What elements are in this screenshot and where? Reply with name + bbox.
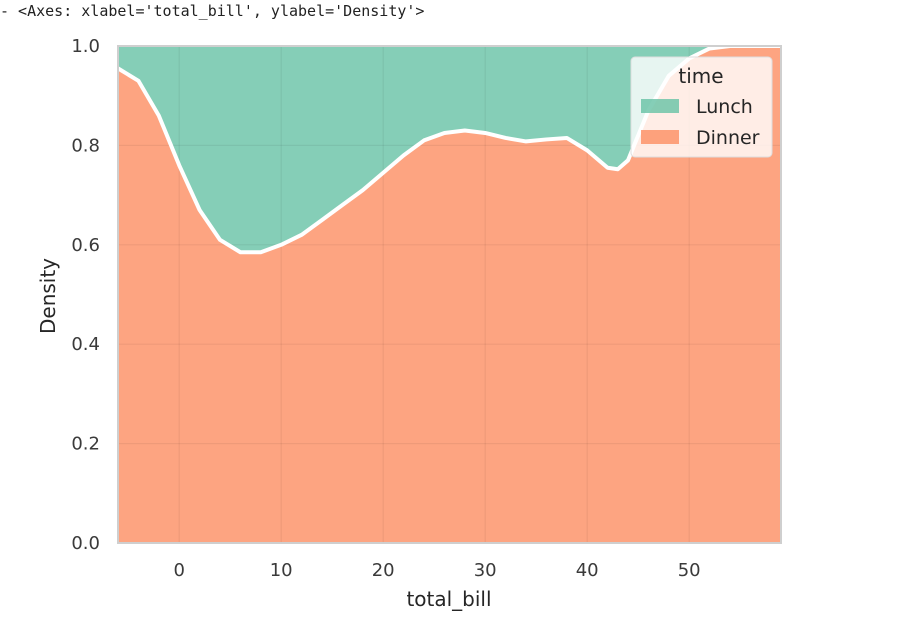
y-tick-labels: 0.0 0.2 0.4 0.6 0.8 1.0 xyxy=(71,36,100,554)
legend-swatch-lunch xyxy=(641,99,679,113)
legend: time Lunch Dinner xyxy=(630,56,773,158)
y-tick-label: 0.6 xyxy=(71,235,100,256)
x-tick-label: 10 xyxy=(270,560,293,581)
x-tick-label: 20 xyxy=(372,560,395,581)
legend-label-dinner: Dinner xyxy=(696,127,760,149)
y-tick-label: 0.0 xyxy=(71,533,100,554)
plot-frame xyxy=(117,45,782,544)
y-tick-label: 1.0 xyxy=(71,36,100,57)
y-tick-label: 0.4 xyxy=(71,334,100,355)
x-tick-labels: 0 10 20 30 40 50 xyxy=(173,560,700,581)
y-axis-label: Density xyxy=(36,258,60,334)
legend-swatch-dinner xyxy=(641,130,679,144)
legend-label-lunch: Lunch xyxy=(696,96,753,118)
y-tick-label: 0.8 xyxy=(71,135,100,156)
legend-title: time xyxy=(678,64,723,88)
x-tick-label: 50 xyxy=(678,560,701,581)
lunch-area xyxy=(118,46,781,253)
x-tick-label: 30 xyxy=(474,560,497,581)
x-tick-label: 0 xyxy=(173,560,184,581)
cell-output-text: - <Axes: xlabel='total_bill', ylabel='De… xyxy=(0,2,425,20)
x-tick-label: 40 xyxy=(576,560,599,581)
x-axis-label: total_bill xyxy=(406,587,491,611)
y-tick-label: 0.2 xyxy=(71,434,100,455)
